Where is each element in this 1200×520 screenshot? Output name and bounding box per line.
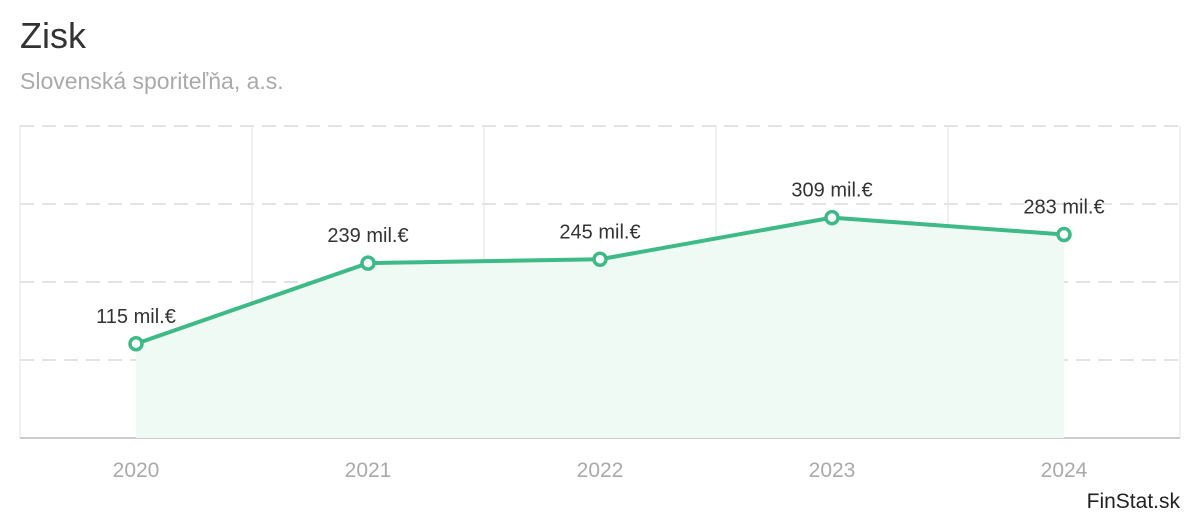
label-layer: 115 mil.€ 239 mil.€ 245 mil.€ 309 mil.€ 283 … — [96, 180, 1104, 328]
x-tick-label: 2020 — [113, 459, 160, 482]
data-point — [360, 255, 376, 271]
chart-title: Zisk — [20, 15, 86, 56]
point-layer — [128, 209, 1072, 352]
tick-layer: 2020 2021 2022 2023 2024 — [113, 459, 1088, 482]
data-label: 309 mil.€ — [791, 180, 872, 202]
data-label: 283 mil.€ — [1023, 197, 1104, 219]
area-layer — [136, 217, 1064, 438]
data-label: 245 mil.€ — [559, 221, 640, 243]
data-point — [592, 251, 608, 267]
data-point — [128, 336, 144, 352]
x-tick-label: 2021 — [345, 459, 392, 482]
data-label: 115 mil.€ — [96, 306, 176, 328]
finstat-brand: FinStat.sk — [1086, 490, 1180, 513]
x-tick-label: 2024 — [1041, 459, 1088, 482]
data-point — [1056, 226, 1072, 243]
x-tick-label: 2023 — [809, 459, 856, 482]
chart-subtitle: Slovenská sporiteľňa, a.s. — [20, 68, 284, 94]
x-tick-label: 2022 — [577, 459, 624, 482]
area-fill — [136, 217, 1064, 438]
data-label: 239 mil.€ — [327, 225, 408, 247]
data-point — [824, 209, 840, 226]
